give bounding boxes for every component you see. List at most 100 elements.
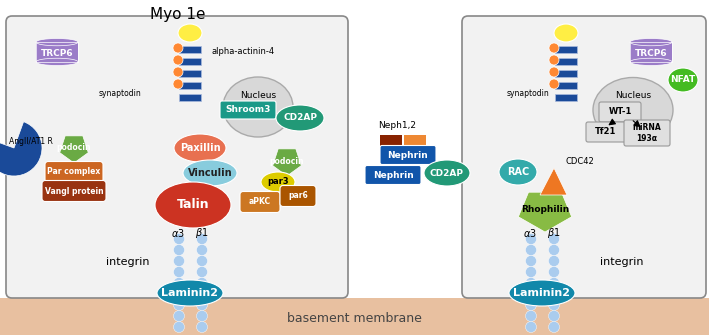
Bar (555, 82, 577, 89)
Text: Nucleus: Nucleus (615, 91, 651, 100)
FancyBboxPatch shape (240, 192, 280, 212)
Circle shape (174, 322, 184, 333)
Circle shape (549, 245, 559, 256)
Text: Nephrin: Nephrin (373, 171, 413, 180)
Text: podocin: podocin (57, 143, 91, 152)
Text: Myo 1e: Myo 1e (150, 6, 206, 21)
Text: NFAT: NFAT (671, 75, 696, 84)
Bar (555, 46, 577, 53)
Text: alpha-actinin-4: alpha-actinin-4 (212, 48, 275, 57)
Circle shape (525, 322, 537, 333)
Text: TRCP6: TRCP6 (40, 50, 73, 59)
FancyBboxPatch shape (624, 120, 670, 146)
FancyBboxPatch shape (280, 186, 316, 206)
Ellipse shape (499, 159, 537, 185)
Circle shape (525, 245, 537, 256)
Polygon shape (273, 149, 301, 176)
Circle shape (174, 233, 184, 245)
Text: Talin: Talin (177, 199, 209, 211)
Circle shape (549, 233, 559, 245)
Circle shape (549, 43, 559, 53)
Bar (555, 58, 577, 65)
Circle shape (174, 256, 184, 267)
Text: CD2AP: CD2AP (430, 169, 464, 178)
Circle shape (173, 43, 183, 53)
Circle shape (196, 322, 208, 333)
Ellipse shape (157, 280, 223, 306)
Bar (555, 94, 577, 101)
FancyBboxPatch shape (462, 16, 706, 298)
Text: $\beta$1: $\beta$1 (195, 226, 208, 240)
Text: $\alpha$3: $\alpha$3 (171, 227, 185, 239)
Ellipse shape (183, 160, 237, 186)
Bar (630, 42, 672, 62)
Circle shape (525, 311, 537, 322)
Ellipse shape (276, 105, 324, 131)
Circle shape (549, 299, 559, 311)
Ellipse shape (261, 172, 295, 192)
Circle shape (549, 256, 559, 267)
Circle shape (525, 267, 537, 277)
Circle shape (196, 311, 208, 322)
Circle shape (196, 233, 208, 245)
Bar (179, 94, 201, 101)
Bar (404, 135, 426, 149)
Circle shape (174, 299, 184, 311)
Circle shape (173, 67, 183, 77)
Bar (179, 58, 201, 65)
Circle shape (549, 322, 559, 333)
Circle shape (196, 299, 208, 311)
Wedge shape (0, 122, 42, 176)
Circle shape (174, 267, 184, 277)
Ellipse shape (509, 280, 575, 306)
FancyBboxPatch shape (6, 16, 348, 298)
Ellipse shape (36, 39, 78, 46)
Text: Vangl protein: Vangl protein (45, 187, 104, 196)
Ellipse shape (630, 58, 672, 66)
Text: podocin: podocin (269, 156, 304, 165)
Ellipse shape (630, 39, 672, 46)
Circle shape (174, 311, 184, 322)
Circle shape (174, 277, 184, 288)
Polygon shape (540, 168, 567, 195)
Ellipse shape (668, 68, 698, 92)
Text: Laminin2: Laminin2 (162, 288, 218, 298)
Bar (179, 82, 201, 89)
Circle shape (525, 233, 537, 245)
Circle shape (549, 79, 559, 89)
Text: Neph1,2: Neph1,2 (378, 122, 416, 131)
Ellipse shape (36, 58, 78, 66)
Circle shape (174, 245, 184, 256)
Bar (0, 298, 709, 335)
Text: $\alpha$3: $\alpha$3 (523, 227, 537, 239)
Text: AngII/AT1 R: AngII/AT1 R (9, 137, 53, 146)
Circle shape (196, 267, 208, 277)
Circle shape (525, 277, 537, 288)
Polygon shape (60, 136, 88, 163)
Text: CD2AP: CD2AP (283, 114, 317, 123)
Ellipse shape (155, 182, 231, 228)
FancyBboxPatch shape (365, 165, 421, 185)
FancyBboxPatch shape (599, 102, 641, 122)
Text: RAC: RAC (507, 167, 529, 177)
Text: synaptodin: synaptodin (99, 88, 141, 97)
Text: par6: par6 (288, 192, 308, 201)
Bar (179, 70, 201, 77)
Circle shape (549, 277, 559, 288)
Circle shape (196, 288, 208, 299)
Text: aPKC: aPKC (249, 198, 271, 206)
FancyBboxPatch shape (586, 122, 626, 142)
Bar (179, 46, 201, 53)
Circle shape (549, 311, 559, 322)
Text: Paxillin: Paxillin (179, 143, 220, 153)
Bar (36, 42, 78, 62)
Ellipse shape (223, 77, 293, 137)
Ellipse shape (178, 24, 202, 42)
Circle shape (196, 256, 208, 267)
Circle shape (174, 288, 184, 299)
Text: Nephrin: Nephrin (388, 150, 428, 159)
Circle shape (549, 67, 559, 77)
Bar (36, 42, 78, 62)
Circle shape (196, 245, 208, 256)
Text: synaptodin: synaptodin (507, 88, 549, 97)
